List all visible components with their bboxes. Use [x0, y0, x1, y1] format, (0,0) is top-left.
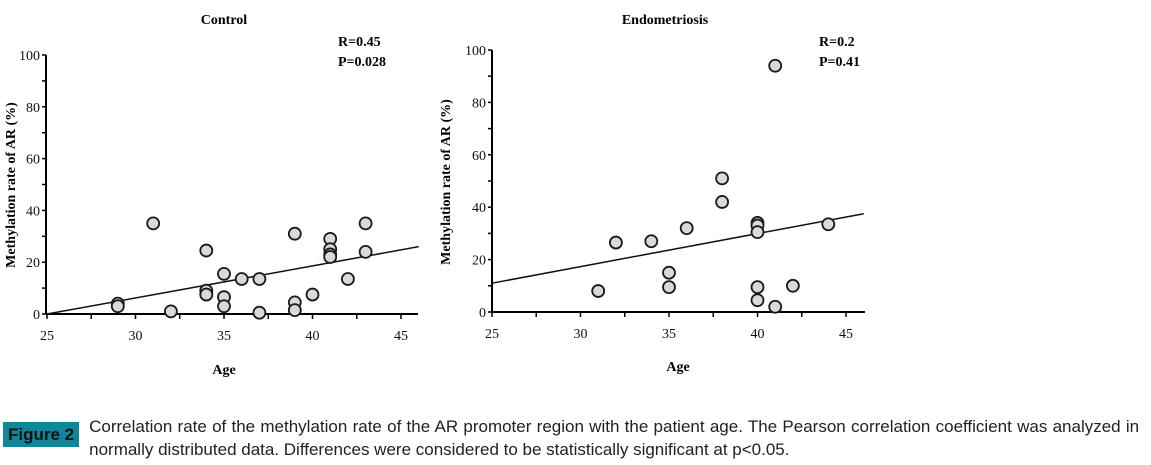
control-chart-title: Control — [201, 13, 248, 28]
endometriosis-data-point — [679, 221, 694, 236]
endometriosis-data-point — [750, 293, 765, 308]
endometriosis-y-tick-label: 40 — [472, 201, 486, 216]
endometriosis-chart-title: Endometriosis — [622, 13, 709, 28]
endometriosis-y-axis-label: Methylation rate of AR (%) — [439, 99, 454, 265]
control-x-tick-label: 40 — [306, 329, 320, 344]
control-data-point — [252, 305, 267, 320]
control-data-point — [163, 304, 178, 319]
control-y-tick-label: 0 — [33, 308, 40, 323]
control-data-point — [199, 287, 214, 302]
figure-caption: Figure 2 Correlation rate of the methyla… — [0, 414, 1151, 461]
control-x-tick-label: 35 — [217, 329, 231, 344]
endometriosis-x-tick-label: 40 — [751, 327, 765, 342]
control-y-tick-label: 60 — [26, 153, 40, 168]
endometriosis-data-point — [768, 299, 783, 314]
control-r-value: R=0.45 — [338, 35, 381, 50]
endometriosis-data-point — [662, 265, 676, 280]
control-x-axis-label: Age — [212, 363, 235, 378]
endometriosis-data-point — [821, 217, 836, 232]
control-data-point — [287, 226, 302, 241]
endometriosis-data-point — [750, 280, 765, 295]
endometriosis-x-tick-label: 45 — [839, 327, 853, 342]
endometriosis-x-tick-label: 30 — [574, 327, 588, 342]
control-data-point — [146, 216, 161, 231]
control-data-point — [252, 272, 267, 286]
endometriosis-data-point — [750, 225, 765, 239]
endometriosis-x-tick-label: 25 — [485, 327, 499, 342]
control-data-point — [199, 243, 214, 258]
control-data-point — [287, 303, 302, 318]
endometriosis-data-point — [715, 171, 729, 186]
endometriosis-data-point — [591, 284, 606, 298]
control-data-point — [358, 244, 373, 259]
control-y-tick-label: 100 — [19, 49, 40, 64]
control-y-axis-label: Methylation rate of AR (%) — [4, 102, 19, 268]
endometriosis-y-tick-label: 60 — [472, 149, 486, 164]
endometriosis-r-value: R=0.2 — [819, 35, 855, 50]
control-trendline — [46, 245, 419, 315]
endometriosis-data-point — [786, 278, 800, 293]
endometriosis-p-value: P=0.41 — [819, 55, 860, 70]
control-data-point — [323, 250, 338, 264]
control-x-tick-label: 25 — [40, 329, 54, 344]
endometriosis-x-tick-label: 35 — [662, 327, 676, 342]
endometriosis-y-tick-label: 100 — [465, 44, 486, 59]
endometriosis-data-point — [662, 280, 676, 295]
control-x-tick-label: 30 — [129, 329, 143, 344]
control-data-point — [358, 216, 373, 231]
figure-label: Figure 2 — [3, 422, 80, 447]
endometriosis-data-point — [644, 234, 659, 249]
endometriosis-data-point — [715, 195, 729, 209]
control-y-tick-label: 80 — [26, 101, 40, 116]
control-chart: Control R=0.45 P=0.028 Methylation rate … — [4, 13, 419, 378]
endometriosis-trendline — [491, 213, 864, 284]
caption-text: Correlation rate of the methylation rate… — [89, 417, 1140, 459]
control-p-value: P=0.028 — [338, 55, 386, 70]
endometriosis-chart: Endometriosis R=0.2 P=0.41 Methylation r… — [439, 13, 865, 375]
control-x-tick-label: 45 — [394, 329, 408, 344]
control-data-point — [340, 272, 355, 286]
control-data-point — [217, 299, 231, 314]
endometriosis-x-axis-label: Age — [666, 360, 689, 375]
endometriosis-y-tick-label: 20 — [472, 254, 486, 269]
endometriosis-y-tick-label: 0 — [479, 306, 486, 321]
control-data-point — [305, 287, 320, 302]
control-data-point — [234, 272, 249, 286]
endometriosis-data-point — [768, 58, 783, 73]
control-y-tick-label: 40 — [26, 204, 40, 219]
control-y-tick-label: 20 — [26, 256, 40, 271]
endometriosis-y-tick-label: 80 — [472, 96, 486, 111]
endometriosis-data-point — [609, 235, 623, 250]
figure-canvas: Control R=0.45 P=0.028 Methylation rate … — [4, 13, 865, 378]
control-data-point — [217, 266, 231, 281]
control-data-point — [110, 299, 125, 314]
